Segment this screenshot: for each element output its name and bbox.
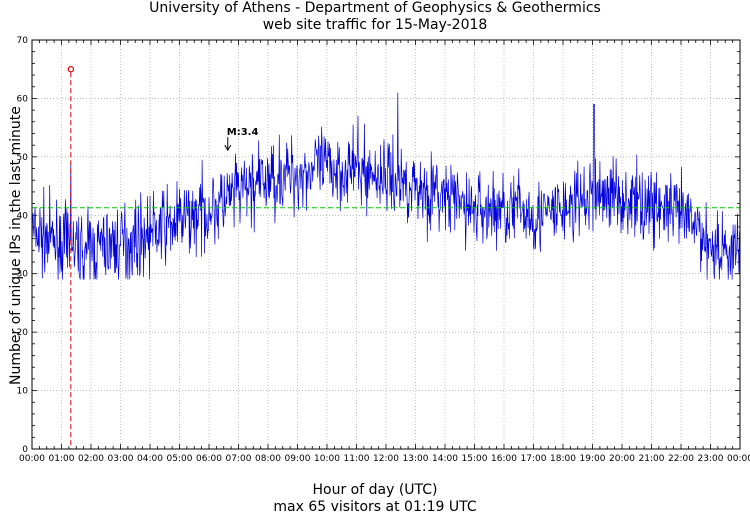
max-marker [67, 66, 75, 73]
x-tick-label: 13:00 [403, 454, 429, 464]
x-tick-label: 05:00 [167, 454, 193, 464]
max-visitors-note: max 65 visitors at 01:19 UTC [273, 499, 477, 515]
y-tick-label: 20 [17, 328, 29, 338]
x-tick-label: 04:00 [137, 454, 163, 464]
y-tick-label: 40 [17, 211, 29, 221]
y-tick-label: 10 [17, 387, 29, 397]
x-tick-label: 00:00 [19, 454, 45, 464]
x-tick-label: 08:00 [255, 454, 281, 464]
x-axis-label: Hour of day (UTC) [312, 482, 438, 498]
event-arrow-head [224, 144, 232, 152]
x-tick-label: 07:00 [226, 454, 252, 464]
x-tick-label: 22:00 [668, 454, 694, 464]
x-tick-label: 06:00 [196, 454, 222, 464]
x-tick-label: 18:00 [550, 454, 576, 464]
y-tick-label: 0 [22, 445, 28, 455]
x-tick-label: 11:00 [344, 454, 370, 464]
event-label: M:3.4 [227, 127, 259, 138]
x-tick-label: 19:00 [580, 454, 606, 464]
y-tick-label: 50 [17, 153, 29, 163]
y-tick-label: 70 [17, 36, 29, 46]
x-tick-label: 23:00 [698, 454, 724, 464]
x-tick-label: 12:00 [373, 454, 399, 464]
x-tick-label: 14:00 [432, 454, 458, 464]
y-tick-label: 30 [17, 270, 29, 280]
chart-title: University of Athens - Department of Geo… [149, 0, 601, 16]
x-tick-label: 09:00 [285, 454, 311, 464]
traffic-series-line [31, 92, 740, 280]
x-tick-label: 15:00 [462, 454, 488, 464]
y-tick-label: 60 [17, 94, 29, 104]
x-tick-label: 03:00 [108, 454, 134, 464]
chart-subtitle: web site traffic for 15-May-2018 [262, 17, 488, 33]
x-tick-label: 20:00 [609, 454, 635, 464]
x-tick-label: 16:00 [491, 454, 517, 464]
x-tick-label: 00:00 [727, 454, 750, 464]
x-tick-label: 10:00 [314, 454, 340, 464]
x-tick-label: 17:00 [521, 454, 547, 464]
x-tick-label: 02:00 [78, 454, 104, 464]
x-tick-label: 21:00 [639, 454, 665, 464]
x-tick-label: 01:00 [49, 454, 75, 464]
plot-frame [31, 39, 741, 450]
